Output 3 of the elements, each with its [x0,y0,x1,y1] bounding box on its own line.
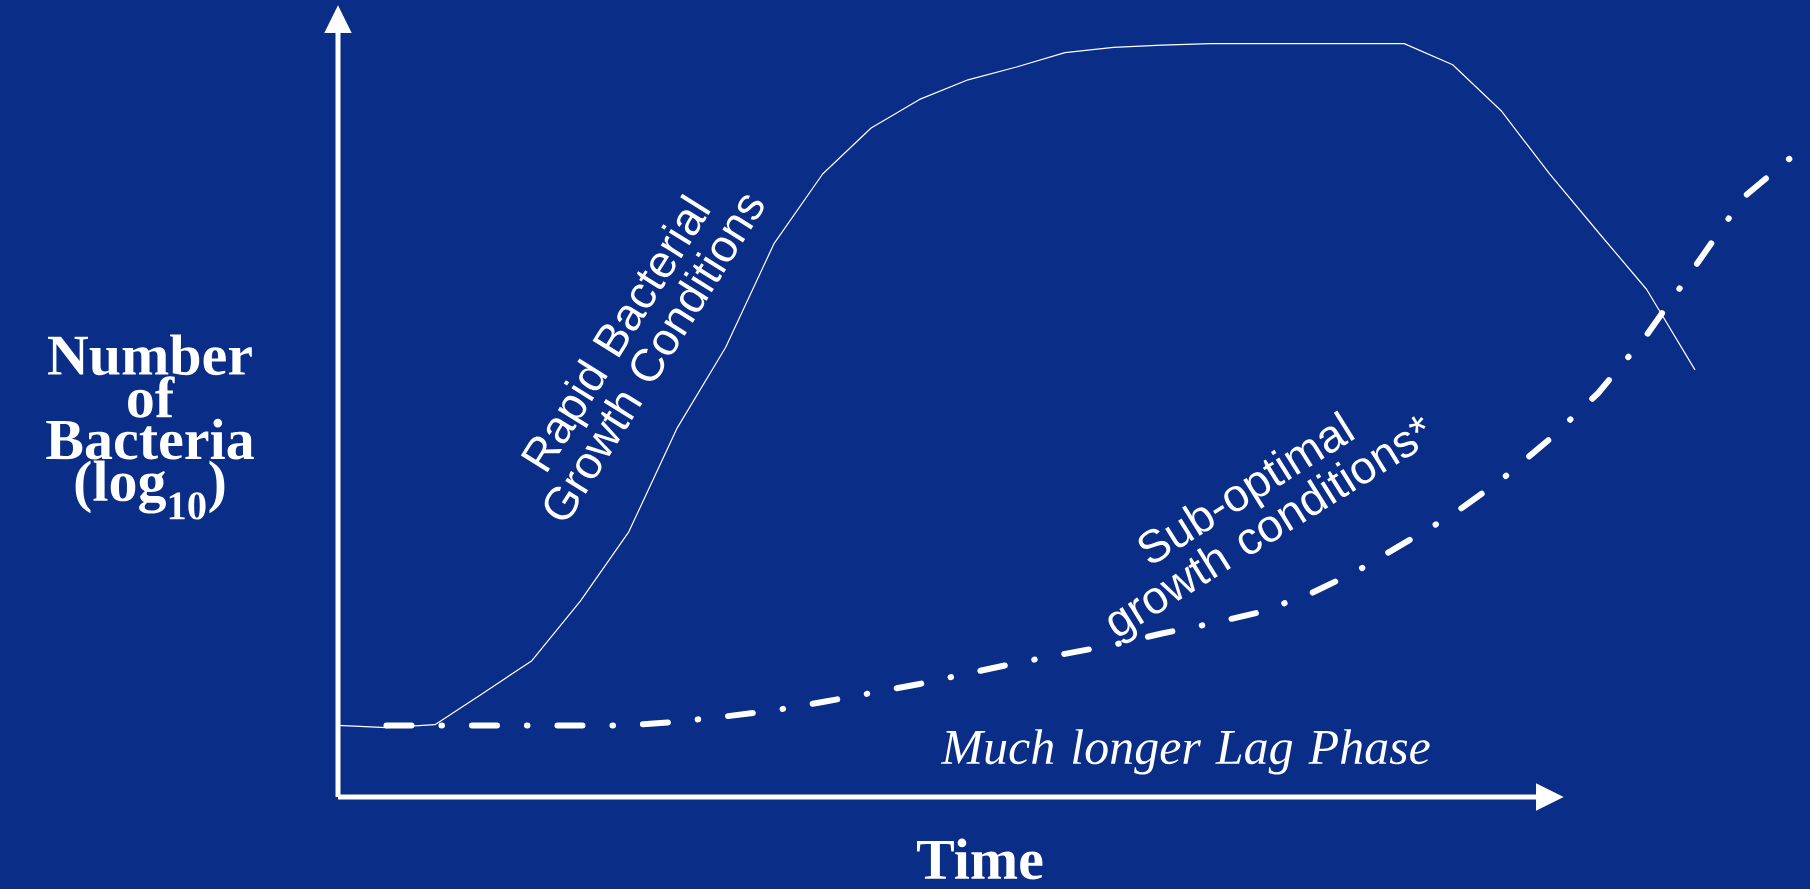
annotation: Much longer Lag Phase [940,729,1430,775]
y-axis-title: Number of Bacteria (log$_{10}$) [46,334,254,520]
x-axis-title: Time [917,838,1043,880]
